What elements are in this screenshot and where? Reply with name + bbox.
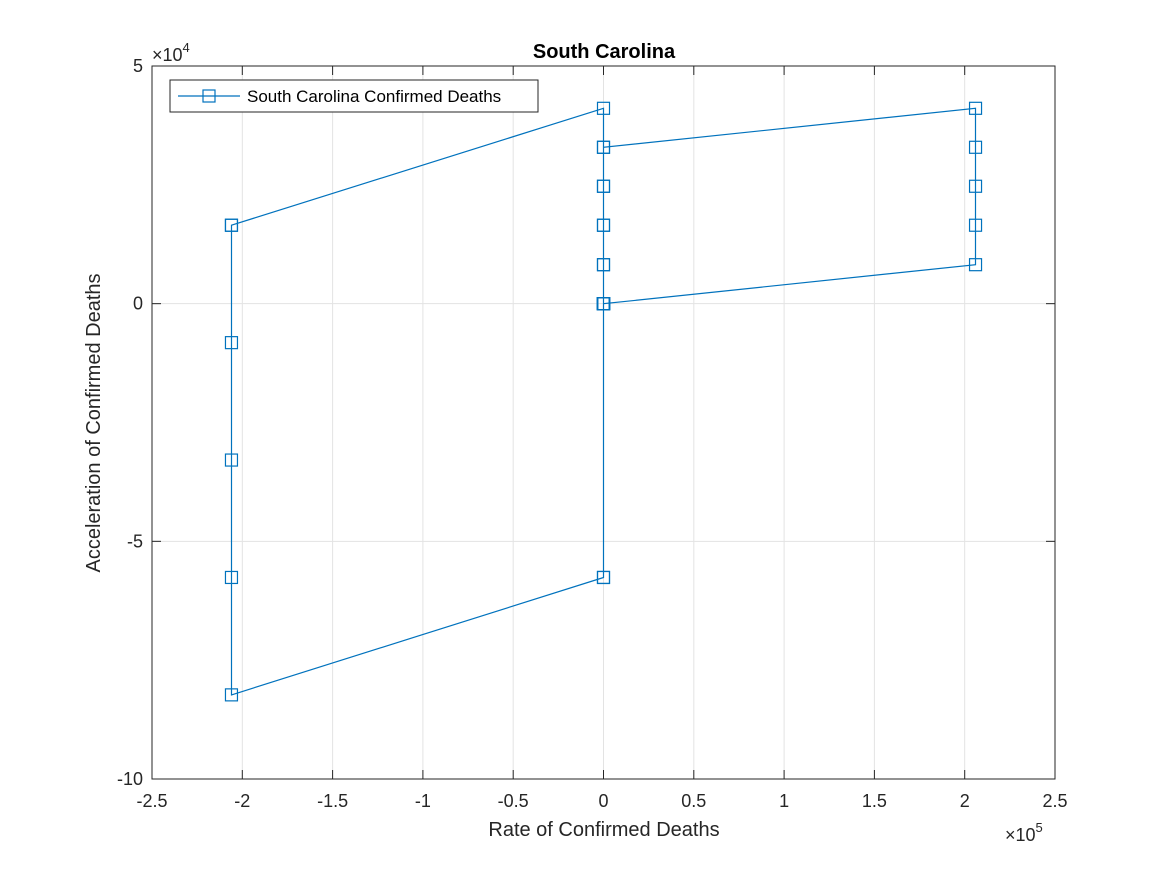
series-line: [230, 107, 977, 696]
data-point-marker: [968, 258, 983, 272]
legend-marker-sample: [202, 89, 216, 103]
y-exponent-power: 4: [183, 40, 190, 55]
x-tick-label: 0.5: [681, 791, 706, 811]
data-point-marker: [596, 297, 611, 311]
x-tick-label: -2: [234, 791, 250, 811]
x-axis-tick-labels: -2.5 -2 -1.5 -1 -0.5 0 0.5 1 1.5 2 2.5: [136, 791, 1067, 811]
x-tick-label: -0.5: [498, 791, 529, 811]
data-point-marker: [224, 336, 239, 350]
x-axis-ticks: [151, 66, 1056, 779]
data-point-marker: [968, 101, 983, 115]
x-tick-label: 2.5: [1042, 791, 1067, 811]
data-point-marker: [596, 218, 611, 232]
x-exponent-power: 5: [1036, 820, 1043, 835]
data-point-marker: [968, 179, 983, 193]
y-tick-label: -10: [117, 769, 143, 789]
legend: South Carolina Confirmed Deaths: [169, 79, 539, 113]
data-point-marker: [968, 140, 983, 154]
y-axis-exponent: ×104: [152, 40, 190, 65]
y-axis-label: Acceleration of Confirmed Deaths: [83, 273, 105, 572]
data-point-marker: [596, 140, 611, 154]
x-tick-label: -2.5: [136, 791, 167, 811]
data-point-marker: [224, 688, 239, 702]
data-point-marker: [224, 218, 239, 232]
x-tick-label: 1.5: [862, 791, 887, 811]
data-point-marker: [596, 258, 611, 272]
data-point-marker: [596, 179, 611, 193]
y-exponent-base: ×10: [152, 45, 183, 65]
y-axis-ticks: [152, 65, 1055, 780]
data-point-marker: [224, 570, 239, 585]
x-axis-label: Rate of Confirmed Deaths: [488, 819, 719, 841]
data-point-marker: [596, 101, 611, 115]
x-exponent-base: ×10: [1005, 825, 1036, 845]
x-tick-label: 2: [960, 791, 970, 811]
legend-entry-label: South Carolina Confirmed Deaths: [247, 87, 501, 106]
y-axis-tick-labels: -10 -5 0 5: [117, 56, 143, 789]
y-tick-label: 5: [133, 56, 143, 76]
x-tick-label: -1: [415, 791, 431, 811]
data-point-marker: [596, 570, 611, 585]
chart-title: South Carolina: [533, 41, 676, 63]
x-axis-exponent: ×105: [1005, 820, 1043, 845]
data-point-marker: [224, 453, 239, 467]
y-tick-label: -5: [127, 531, 143, 551]
x-tick-label: -1.5: [317, 791, 348, 811]
series-markers: [224, 101, 983, 702]
y-tick-label: 0: [133, 294, 143, 314]
data-point-marker: [968, 218, 983, 232]
x-tick-label: 1: [779, 791, 789, 811]
x-tick-label: 0: [598, 791, 608, 811]
series-layer: [224, 101, 983, 702]
